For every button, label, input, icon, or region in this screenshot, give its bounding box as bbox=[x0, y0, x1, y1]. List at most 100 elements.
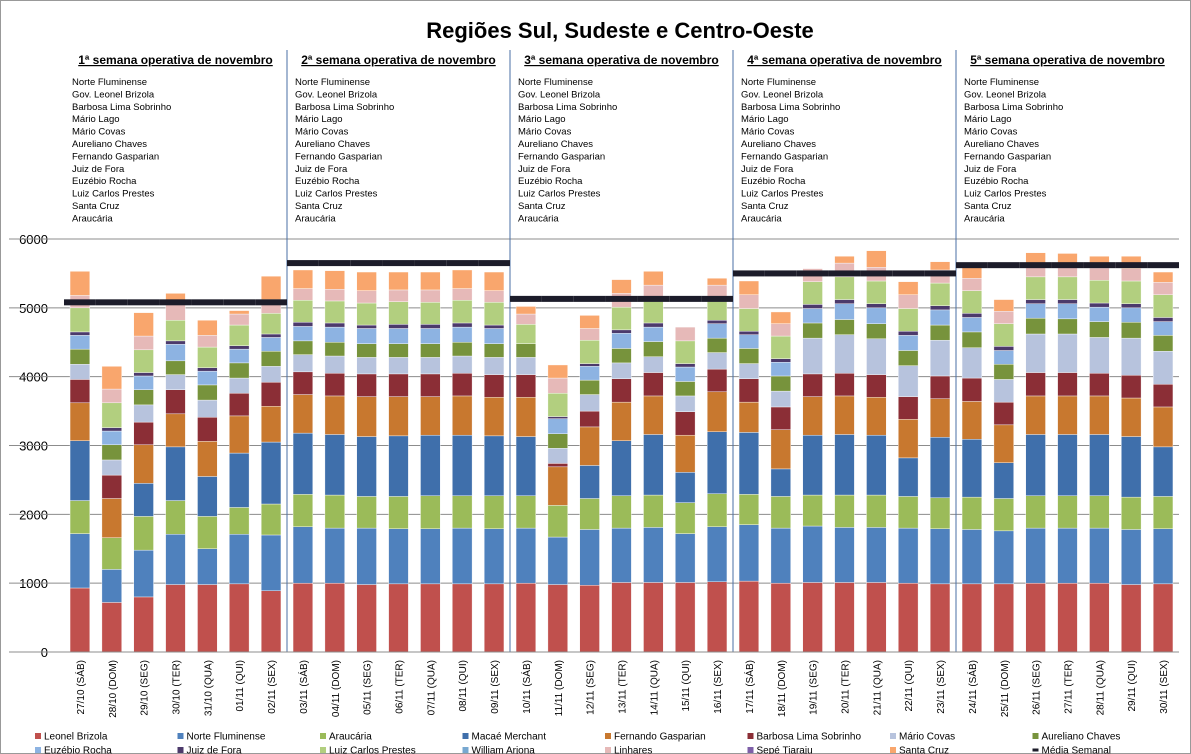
plant-name: Mário Covas bbox=[741, 127, 795, 138]
weekly-average bbox=[478, 260, 510, 267]
bar-segment bbox=[452, 395, 473, 436]
x-tick-label: 30/11 (SEX) bbox=[1159, 660, 1170, 714]
weekly-average bbox=[764, 270, 797, 277]
bar-segment bbox=[133, 389, 154, 406]
bar-segment bbox=[770, 496, 791, 529]
plant-name: Araucária bbox=[518, 213, 559, 224]
plant-name: Mário Lago bbox=[964, 114, 1012, 125]
bar-segment bbox=[452, 342, 473, 357]
bar-segment bbox=[611, 306, 632, 331]
bar-segment bbox=[611, 401, 632, 441]
plant-name: Juiz de Fora bbox=[964, 164, 1017, 175]
bar-segment bbox=[579, 394, 600, 412]
bar-segment bbox=[898, 350, 919, 366]
bar-segment bbox=[770, 362, 791, 377]
bar-segment bbox=[1089, 434, 1110, 496]
x-tick-label: 03/11 (SÁB) bbox=[297, 660, 310, 714]
bar-segment bbox=[101, 498, 122, 538]
weekly-average bbox=[414, 260, 447, 267]
bar-segment bbox=[515, 343, 537, 358]
bar-segment bbox=[579, 315, 600, 329]
bar-segment bbox=[547, 377, 568, 394]
plant-name: Mário Covas bbox=[295, 127, 349, 138]
weekly-average bbox=[159, 299, 192, 306]
bar-segment bbox=[229, 348, 250, 364]
bar-segment bbox=[324, 582, 345, 653]
bar-segment bbox=[547, 448, 568, 464]
bar-segment bbox=[69, 440, 91, 501]
x-tick-label: 17/11 (SÁB) bbox=[743, 660, 756, 714]
bar-segment bbox=[961, 439, 983, 498]
bar-segment bbox=[993, 462, 1014, 499]
bar-segment bbox=[1121, 280, 1142, 304]
bar-segment bbox=[133, 549, 154, 598]
bar-segment bbox=[292, 326, 314, 342]
bar-segment bbox=[834, 299, 855, 304]
bar-segment bbox=[1152, 528, 1174, 585]
bar-segment bbox=[1121, 397, 1142, 437]
bar-segment bbox=[1089, 321, 1110, 338]
bar-segment bbox=[356, 271, 377, 291]
bar-segment bbox=[675, 395, 696, 412]
bar-segment bbox=[898, 294, 919, 309]
x-tick-label: 11/11 (DOM) bbox=[554, 660, 565, 716]
bar-segment bbox=[611, 582, 632, 653]
bar-segment bbox=[770, 582, 791, 653]
bar-segment bbox=[197, 320, 218, 336]
weekly-average bbox=[191, 299, 224, 306]
plant-name: Santa Cruz bbox=[964, 201, 1012, 212]
plant-name: Luiz Carlos Prestes bbox=[741, 189, 824, 200]
weekly-average bbox=[1019, 262, 1052, 269]
bar-segment bbox=[1057, 527, 1078, 584]
week-title: 1ª semana operativa de novembro bbox=[78, 53, 273, 67]
legend-label: Juiz de Fora bbox=[187, 746, 242, 754]
bar-segment bbox=[69, 335, 91, 350]
bar-segment bbox=[260, 441, 282, 505]
bar-segment bbox=[738, 524, 760, 582]
bar-segment bbox=[1089, 582, 1110, 653]
bar-segment bbox=[579, 410, 600, 428]
bar-segment bbox=[388, 289, 409, 302]
plant-name: Barbosa Lima Sobrinho bbox=[964, 102, 1063, 113]
bar-segment bbox=[483, 397, 505, 437]
bar-segment bbox=[388, 373, 409, 397]
bar-segment bbox=[292, 582, 314, 653]
bar-segment bbox=[547, 536, 568, 585]
bar-segment bbox=[993, 401, 1014, 426]
bar-segment bbox=[420, 396, 441, 436]
bar-segment bbox=[929, 398, 951, 438]
plant-name: Mário Covas bbox=[964, 127, 1018, 138]
bar-segment bbox=[452, 355, 473, 374]
weekly-average bbox=[828, 270, 861, 277]
week-title: 5ª semana operativa de novembro bbox=[970, 53, 1165, 67]
bar-segment bbox=[993, 530, 1014, 585]
bar-segment bbox=[515, 374, 537, 398]
bar-segment bbox=[292, 432, 314, 495]
bar-segment bbox=[260, 366, 282, 383]
x-tick-label: 13/11 (TER) bbox=[618, 660, 629, 714]
bar-segment bbox=[165, 360, 186, 375]
plant-name: Fernando Gasparian bbox=[295, 151, 382, 162]
bar-segment bbox=[579, 379, 600, 395]
bar-segment bbox=[898, 457, 919, 497]
bar-segment bbox=[1089, 527, 1110, 584]
x-tick-label: 18/11 (DOM) bbox=[777, 660, 788, 717]
bar-segment bbox=[834, 494, 855, 528]
bar-segment bbox=[324, 322, 345, 328]
plant-name: Gov. Leonel Brizola bbox=[295, 89, 378, 100]
bar-segment bbox=[292, 340, 314, 355]
bar-segment bbox=[229, 392, 250, 417]
bar-segment bbox=[101, 459, 122, 476]
bar-segment bbox=[961, 313, 983, 318]
bar-segment bbox=[834, 395, 855, 435]
bar-segment bbox=[706, 526, 728, 582]
bar-segment bbox=[738, 331, 760, 335]
bar-segment bbox=[197, 417, 218, 442]
bar-segment bbox=[611, 348, 632, 364]
bar-segment bbox=[929, 375, 951, 399]
bar-segment bbox=[1121, 529, 1142, 585]
legend-label: Mário Covas bbox=[899, 732, 955, 743]
bar-segment bbox=[292, 269, 314, 289]
bar-segment bbox=[866, 303, 887, 309]
bar-segment bbox=[802, 337, 823, 375]
